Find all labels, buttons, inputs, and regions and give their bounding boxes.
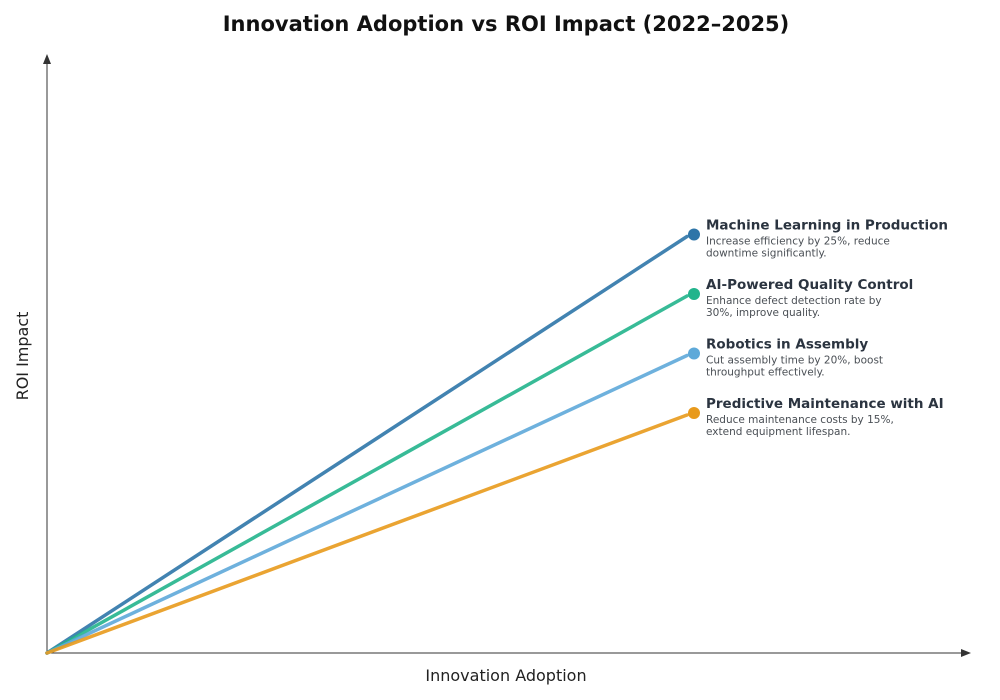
series-description-predictive-maintenance-with-ai-line-1: Reduce maintenance costs by 15%, [706,414,894,426]
series-line-ai-powered-quality-control [45,294,689,655]
series-description-robotics-in-assembly-line-1: Cut assembly time by 20%, boost [706,355,883,367]
x-axis-arrow [961,649,971,657]
series-label-robotics-in-assembly: Robotics in Assembly [706,337,868,353]
series-labels: Machine Learning in Production Increase e… [706,218,948,439]
series-endpoint-machine-learning-in-production[interactable] [688,228,700,241]
series-line-robotics-in-assembly [45,353,689,655]
x-axis-label: Innovation Adoption [425,666,586,685]
y-axis-arrow [43,54,51,64]
series-label-ai-powered-quality-control: AI-Powered Quality Control [706,277,913,293]
series-layer [45,228,700,655]
series-endpoint-robotics-in-assembly[interactable] [688,347,700,360]
series-label-predictive-maintenance-with-ai: Predictive Maintenance with AI [706,396,944,412]
series-label-machine-learning-in-production: Machine Learning in Production [706,218,948,234]
series-description-machine-learning-in-production-line-2: downtime significantly. [706,248,827,260]
series-line-predictive-maintenance-with-ai [45,413,689,655]
series-endpoint-ai-powered-quality-control[interactable] [688,288,700,300]
y-axis-label: ROI Impact [13,312,32,401]
series-description-ai-powered-quality-control-line-2: 30%, improve quality. [706,307,820,319]
series-line-machine-learning-in-production [45,234,689,655]
chart-title: Innovation Adoption vs ROI Impact (2022–… [223,12,790,36]
series-description-robotics-in-assembly-line-2: throughput effectively. [706,367,825,379]
series-description-predictive-maintenance-with-ai-line-2: extend equipment lifespan. [706,426,850,438]
axes [43,54,971,657]
series-description-machine-learning-in-production-line-1: Increase efficiency by 25%, reduce [706,236,890,248]
series-description-ai-powered-quality-control-line-1: Enhance defect detection rate by [706,295,882,307]
series-endpoint-predictive-maintenance-with-ai[interactable] [688,407,700,419]
